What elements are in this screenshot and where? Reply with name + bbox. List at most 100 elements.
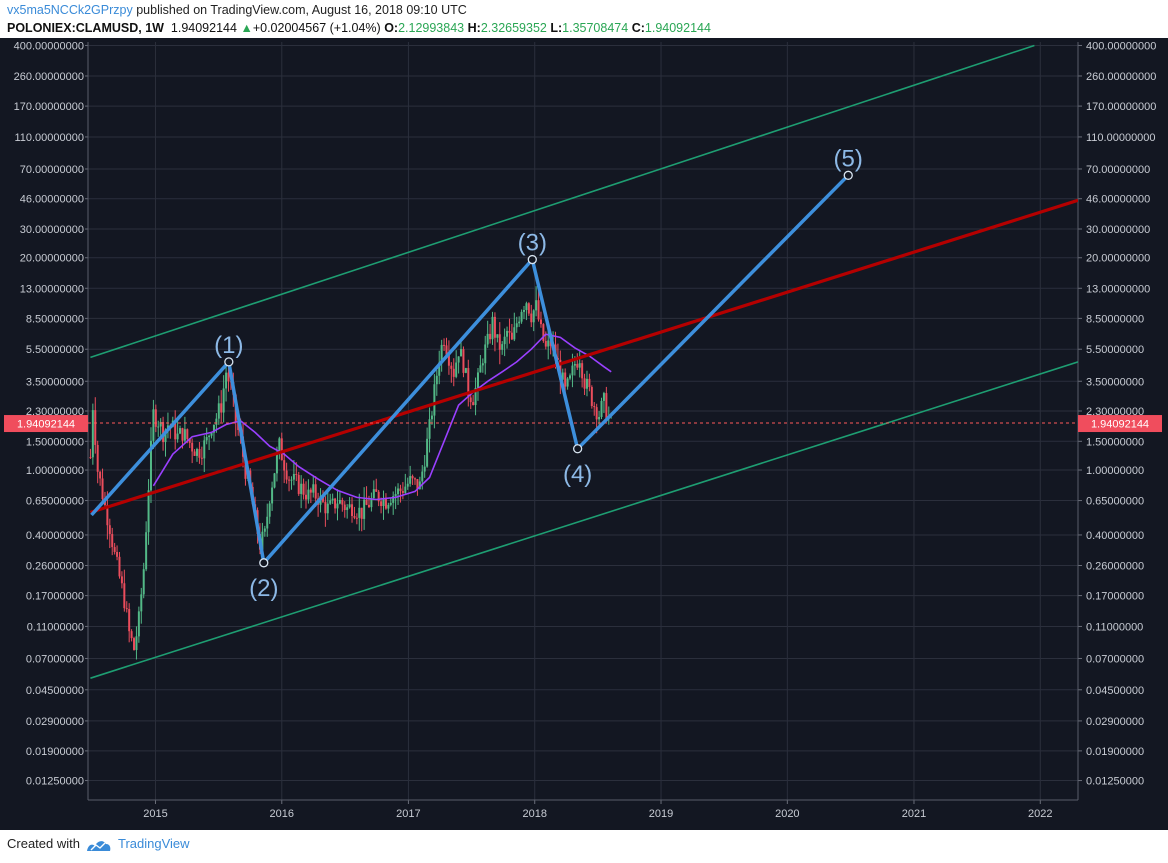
chart-background <box>0 38 1168 830</box>
candle-body <box>593 406 596 408</box>
y-tick-label-right: 8.50000000 <box>1086 313 1144 325</box>
candle-body <box>159 422 162 427</box>
y-tick-label-left: 0.17000000 <box>26 591 84 603</box>
tradingview-logo-icon <box>86 840 111 851</box>
wave-label-1: (1) <box>214 332 243 359</box>
close-label: C: <box>631 21 645 35</box>
candle-body <box>382 498 385 507</box>
candle-body <box>176 433 179 440</box>
candle-body <box>438 362 441 376</box>
candle-body <box>389 502 392 505</box>
footer: Created with TradingView <box>7 836 190 852</box>
wave-point-5 <box>843 170 853 180</box>
candle-body <box>152 409 155 441</box>
candle-body <box>397 488 400 495</box>
y-tick-label-right: 46.00000000 <box>1086 194 1150 206</box>
candle-body <box>91 410 94 458</box>
candle-body <box>326 503 329 514</box>
wave-label-2: (2) <box>249 575 278 602</box>
candle-body <box>288 479 291 481</box>
candle-body <box>181 428 184 441</box>
candle-body <box>455 362 458 377</box>
candle-body <box>188 439 191 443</box>
candle-body <box>605 393 608 419</box>
y-tick-label-right: 1.50000000 <box>1086 436 1144 448</box>
candle-body <box>370 498 373 508</box>
y-tick-label-left: 0.01900000 <box>26 746 84 758</box>
y-tick-label-left: 8.50000000 <box>26 313 84 325</box>
high-value: 2.32659352 <box>480 21 547 35</box>
candle-body <box>96 444 99 472</box>
candle-body <box>101 478 104 500</box>
candle-body <box>392 496 395 503</box>
candle-body <box>353 516 356 518</box>
candle-body <box>515 323 518 328</box>
candle-body <box>460 349 463 357</box>
y-tick-label-left: 1.00000000 <box>26 465 84 477</box>
candle-body <box>348 504 351 508</box>
author-link[interactable]: vx5ma5NCCk2GPrzpy <box>7 3 133 17</box>
tradingview-brand[interactable]: TradingView <box>117 836 190 851</box>
candle-body <box>476 372 479 388</box>
candle-body <box>547 340 550 347</box>
candle-body <box>523 309 526 312</box>
wave-label-4: (4) <box>563 461 592 488</box>
y-tick-label-left: 13.00000000 <box>20 283 84 295</box>
candle-body <box>491 316 494 340</box>
y-tick-label-right: 0.11000000 <box>1086 621 1143 633</box>
candle-body <box>384 498 387 509</box>
y-tick-label-left: 0.07000000 <box>26 653 84 665</box>
candle-body <box>564 372 567 387</box>
y-tick-label-left: 400.00000000 <box>14 40 84 52</box>
y-tick-label-right: 0.01250000 <box>1086 776 1144 788</box>
y-tick-label-right: 170.00000000 <box>1086 101 1156 113</box>
candle-body <box>271 487 274 504</box>
candle-body <box>583 378 586 389</box>
candle-body <box>576 364 579 368</box>
y-tick-label-left: 30.00000000 <box>20 224 84 236</box>
candle-body <box>285 470 288 480</box>
candle-body <box>469 397 472 403</box>
candle-body <box>493 316 496 338</box>
candle-body <box>506 330 509 337</box>
y-tick-label-left: 46.00000000 <box>20 194 84 206</box>
candle-body <box>537 300 540 320</box>
price-chart[interactable]: 400.00000000 400.00000000 260.00000000 260.… <box>0 38 1168 830</box>
symbol-label: POLONIEX:CLAMUSD, 1W <box>7 21 164 35</box>
price-badge-right-label: 1.94092144 <box>1091 419 1149 431</box>
y-tick-label-right: 30.00000000 <box>1086 224 1150 236</box>
candle-body <box>404 486 407 493</box>
open-value: 2.12993843 <box>398 21 465 35</box>
candle-body <box>464 368 467 373</box>
candle-body <box>292 473 295 480</box>
candle-body <box>503 336 506 345</box>
y-tick-label-left: 110.00000000 <box>14 132 84 144</box>
candle-body <box>358 507 361 518</box>
candle-body <box>571 365 574 376</box>
candle-body <box>435 375 438 385</box>
y-tick-label-right: 5.50000000 <box>1086 344 1144 356</box>
candle-body <box>416 479 419 490</box>
y-tick-label-left: 0.02900000 <box>26 716 84 728</box>
candle-body <box>513 327 516 340</box>
low-label: L: <box>550 21 563 35</box>
candle-body <box>401 491 404 493</box>
candle-body <box>193 451 196 456</box>
y-tick-label-right: 0.07000000 <box>1086 653 1144 665</box>
candle-body <box>307 489 310 500</box>
x-tick-label: 2019 <box>649 808 673 820</box>
wave-label-5: (5) <box>834 145 863 172</box>
last-price: 1.94092144 <box>170 21 237 35</box>
candle-body <box>467 368 470 398</box>
candle-body <box>411 476 414 479</box>
candle-body <box>518 321 521 324</box>
candle-body <box>154 409 157 427</box>
candle-body <box>355 517 358 519</box>
y-tick-label-right: 13.00000000 <box>1086 283 1150 295</box>
wave-label-3: (3) <box>518 230 547 257</box>
x-tick-label: 2018 <box>522 808 546 820</box>
candle-body <box>244 456 247 479</box>
candle-body <box>321 495 324 502</box>
candle-body <box>539 319 542 325</box>
ohlc-line: POLONIEX:CLAMUSD, 1W 1.94092144 ▲+0.0200… <box>7 21 711 37</box>
